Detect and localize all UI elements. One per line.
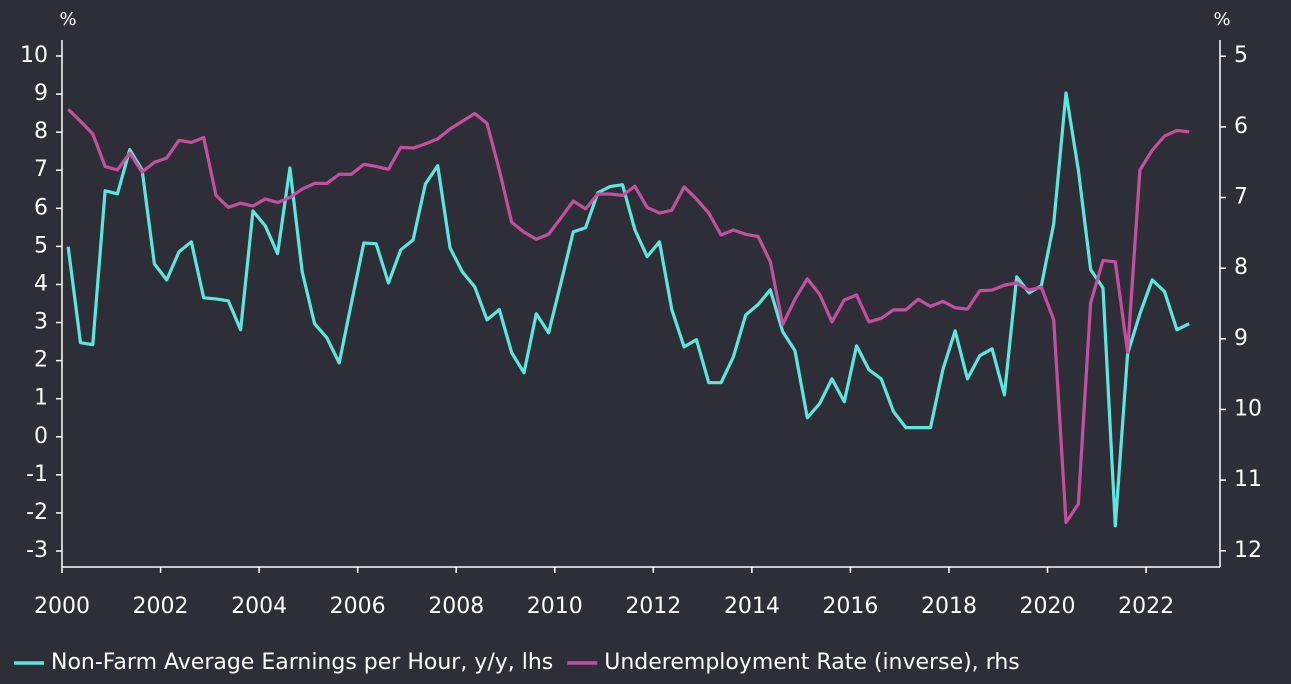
series-line xyxy=(67,108,1190,525)
y-tick-label: 2 xyxy=(34,348,48,373)
x-tick-label: 2002 xyxy=(133,594,189,619)
y2-unit: % xyxy=(1213,9,1230,30)
x-tick-label: 2012 xyxy=(625,594,681,619)
y2-tick-label: 11 xyxy=(1234,467,1262,492)
y2-tick-label: 6 xyxy=(1234,114,1248,139)
series-line xyxy=(66,91,1190,528)
x-tick-label: 2020 xyxy=(1020,594,1076,619)
y-unit: % xyxy=(59,9,76,30)
y-tick-label: -3 xyxy=(26,538,48,563)
y2-tick-label: 8 xyxy=(1234,255,1248,280)
y-tick-label: 8 xyxy=(34,119,48,144)
y2-tick-label: 7 xyxy=(1234,185,1248,210)
y-tick-label: -1 xyxy=(26,462,48,487)
x-tick-label: 2022 xyxy=(1118,594,1174,619)
y2-tick-label: 12 xyxy=(1234,538,1262,563)
y-tick-label: 9 xyxy=(34,81,48,106)
x-tick-label: 2014 xyxy=(724,594,780,619)
y-tick-label: 5 xyxy=(34,233,48,258)
y2-tick-label: 5 xyxy=(1234,43,1248,68)
x-tick-label: 2008 xyxy=(428,594,484,619)
y-tick-label: -2 xyxy=(26,500,48,525)
y-tick-label: 3 xyxy=(34,310,48,335)
x-tick-label: 2000 xyxy=(34,594,90,619)
y-tick-label: 7 xyxy=(34,157,48,182)
y-tick-label: 0 xyxy=(34,424,48,449)
legend-label: Underemployment Rate (inverse), rhs xyxy=(604,650,1019,675)
x-tick-label: 2006 xyxy=(330,594,386,619)
y-tick-label: 4 xyxy=(34,271,48,296)
legend-label: Non-Farm Average Earnings per Hour, y/y,… xyxy=(51,650,553,675)
y-tick-label: 10 xyxy=(20,43,48,68)
x-tick-label: 2004 xyxy=(231,594,287,619)
y2-tick-label: 10 xyxy=(1234,396,1262,421)
y2-tick-label: 9 xyxy=(1234,326,1248,351)
x-tick-label: 2010 xyxy=(527,594,583,619)
y-tick-label: 1 xyxy=(34,386,48,411)
y-tick-label: 6 xyxy=(34,195,48,220)
x-tick-label: 2018 xyxy=(921,594,977,619)
x-tick-label: 2016 xyxy=(822,594,878,619)
